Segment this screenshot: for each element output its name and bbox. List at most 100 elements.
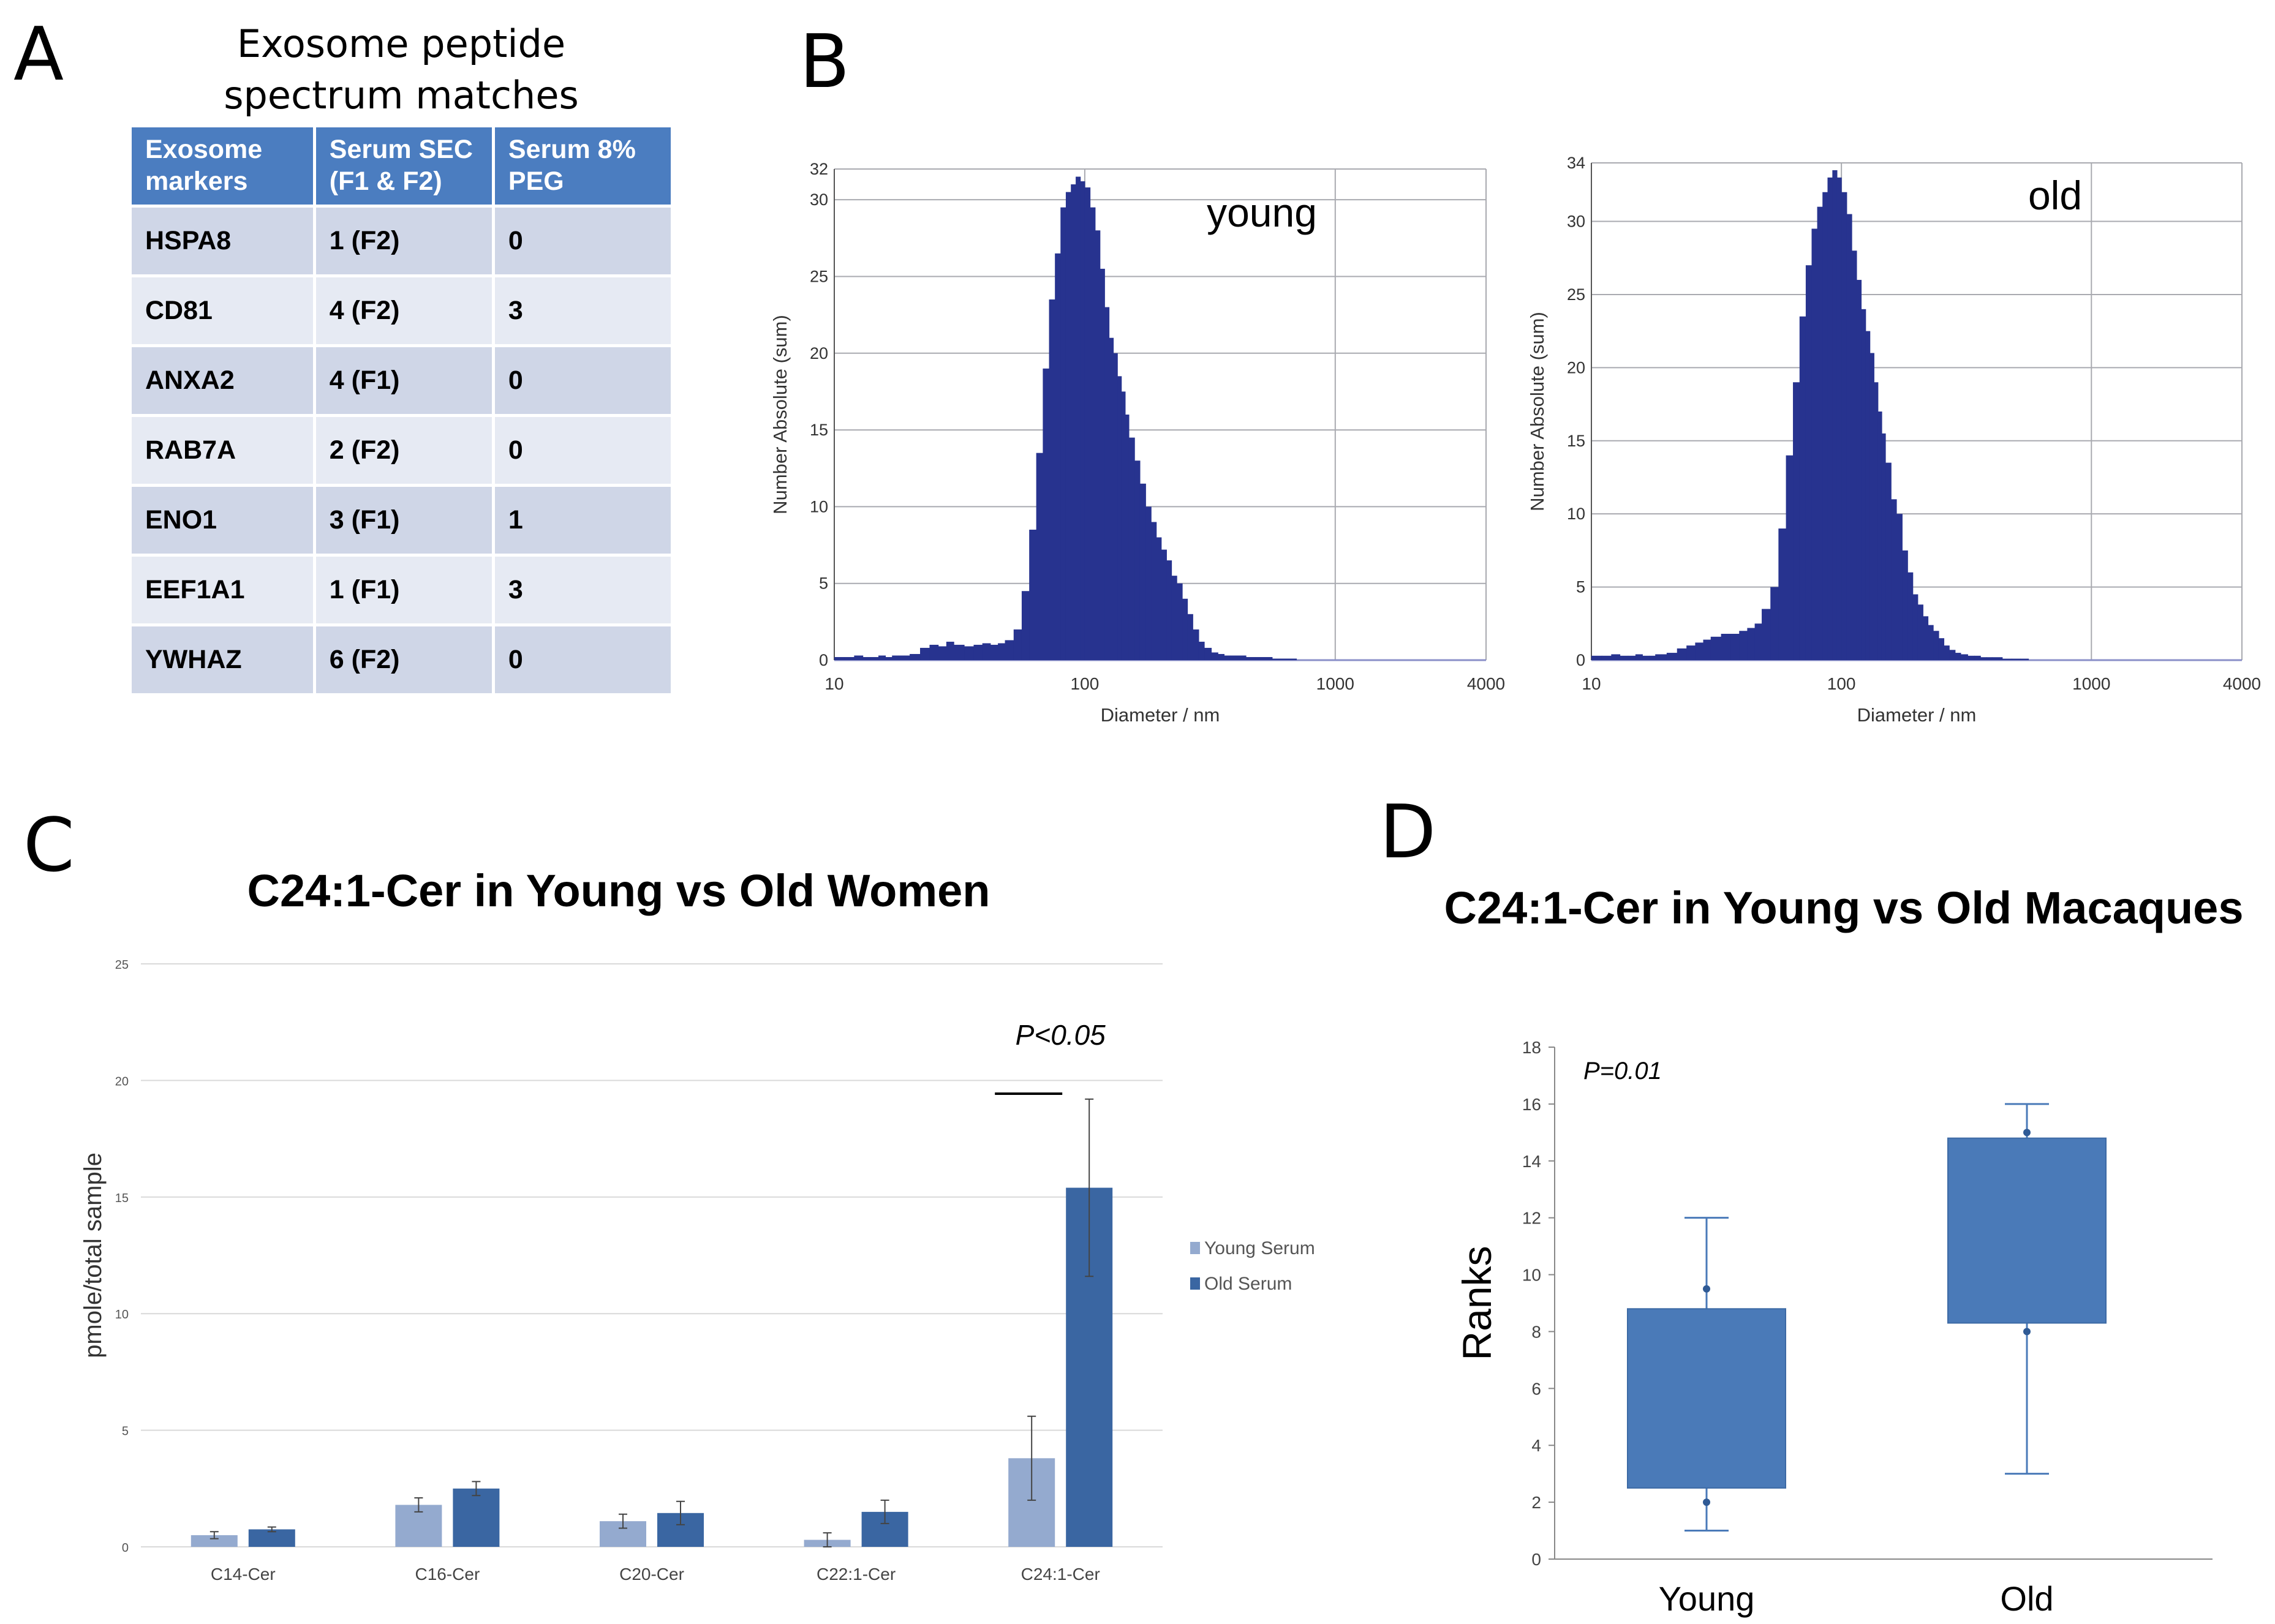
histogram-bar [1933,631,1939,660]
y-tick-label: 0 [1576,651,1585,669]
table-row: HSPA8 1 (F2) 0 [132,208,671,274]
histogram-bar [1938,638,1945,660]
table-row: ANXA2 4 (F1) 0 [132,347,671,414]
histogram-bar [1139,483,1146,660]
y-tick-label: 10 [810,497,828,516]
histogram-bar [1166,560,1172,660]
cell-peg: 0 [494,208,671,274]
cell-marker: ENO1 [132,487,313,554]
histogram-bar [1661,654,1667,660]
histogram-bar [834,656,845,660]
table-row: YWHAZ 6 (F2) 0 [132,626,671,693]
histogram-bar [1677,648,1687,660]
histogram-bar [1877,412,1882,660]
histogram-bar [1852,250,1857,660]
significance-label: P=0.01 [1583,1058,1662,1085]
histogram-bar [973,644,983,660]
histogram-bar [1912,594,1918,660]
table-header-row: Exosome markers Serum SEC (F1 & F2) Serum … [132,127,671,205]
histogram-bar [1095,230,1101,660]
histogram-bar [929,644,939,660]
cell-sec: 4 (F2) [315,277,492,344]
cell-marker: HSPA8 [132,208,313,274]
y-tick-label: 2 [1531,1493,1541,1512]
cell-sec: 1 (F1) [315,557,492,623]
x-tick-label: 1000 [2072,674,2110,693]
y-tick-label: 0 [1531,1550,1541,1569]
histogram-bar [1856,280,1862,660]
histogram-bar [1211,652,1218,660]
histogram-bar [1710,636,1722,660]
women-bar-chart: C24:1-Cer in Young vs Old Women 0 5 10 15 20 2… [80,865,1315,1584]
cell-marker: EEF1A1 [132,557,313,623]
histogram-bar [885,656,892,660]
histogram-bar [2002,658,2012,660]
header-exosome-markers: Exosome markers [132,127,313,205]
histogram-bar [1591,655,1602,660]
table-title: Exosome peptide spectrum matches [129,18,674,121]
data-point [1703,1285,1710,1293]
legend-label: Old Serum [1204,1274,1292,1294]
histogram-bar [1204,647,1212,660]
histogram-bar [1187,614,1193,660]
histogram-bar [1628,655,1636,660]
histogram-old: 0 5 10 15 20 25 30 34 10 100 1000 4000 Diameter / nm… [1526,154,2261,726]
histogram-bar [1778,528,1787,660]
cell-sec: 4 (F1) [315,347,492,414]
histogram-bar [1991,657,2003,660]
histogram-bar [1799,316,1806,660]
histogram-bar [1955,653,1961,660]
x-tick-label: 100 [1827,674,1856,693]
histogram-bar [1013,629,1022,660]
histogram-bar [1264,656,1273,660]
header-serum-peg: Serum 8% PEG [494,127,671,205]
histogram-bar [1811,228,1818,660]
histogram-bar [1874,382,1879,660]
y-tick-label: 20 [1567,358,1585,377]
histogram-bar [1036,453,1044,660]
histogram-bar [1611,654,1621,660]
y-tick-label: 15 [1567,432,1585,450]
histogram-bar [844,656,855,660]
y-tick-label: 34 [1567,154,1585,172]
x-tick-label: C16-Cer [415,1565,480,1584]
histogram-bar [1695,642,1704,660]
histogram-bar [1021,591,1030,660]
histogram-bar [1770,587,1779,660]
panel-label-a: A [13,12,64,97]
histogram-bar [1049,299,1055,660]
histogram-bar [1649,655,1656,660]
y-tick-label: 0 [122,1541,129,1555]
histogram-bar [1891,499,1897,660]
cell-peg: 0 [494,626,671,693]
histogram-bar [1246,656,1256,660]
histogram-bar [1224,655,1231,660]
histogram-bar [1161,549,1167,660]
histogram-bar [1805,265,1813,660]
y-tick-label: 25 [1567,285,1585,304]
histogram-bar [1865,331,1871,660]
histogram-bar [1822,192,1828,660]
histogram-bar [1917,604,1923,660]
data-point [2023,1328,2031,1336]
legend-label: Young Serum [1204,1238,1315,1258]
histogram-bar [1739,631,1748,660]
box-old [1947,1137,2107,1324]
histogram-bar [1642,655,1650,660]
histogram-bar [870,656,879,660]
histogram-bar [1109,337,1114,660]
y-axis-title: Number Absolute (sum) [769,315,791,514]
histogram-bar [1134,461,1141,660]
histogram-bar [1117,376,1122,660]
histogram-bar [1686,645,1696,660]
x-tick-label: 1000 [1316,674,1354,693]
histogram-bar [1145,506,1152,660]
data-point [1703,1498,1710,1506]
histogram-bar [1236,655,1247,660]
histogram-bar [982,643,991,660]
histogram-bar [954,644,965,660]
histogram-bar [1896,514,1903,660]
x-axis-title: Diameter / nm [1857,704,1977,726]
significance-label: P<0.05 [1016,1019,1106,1051]
